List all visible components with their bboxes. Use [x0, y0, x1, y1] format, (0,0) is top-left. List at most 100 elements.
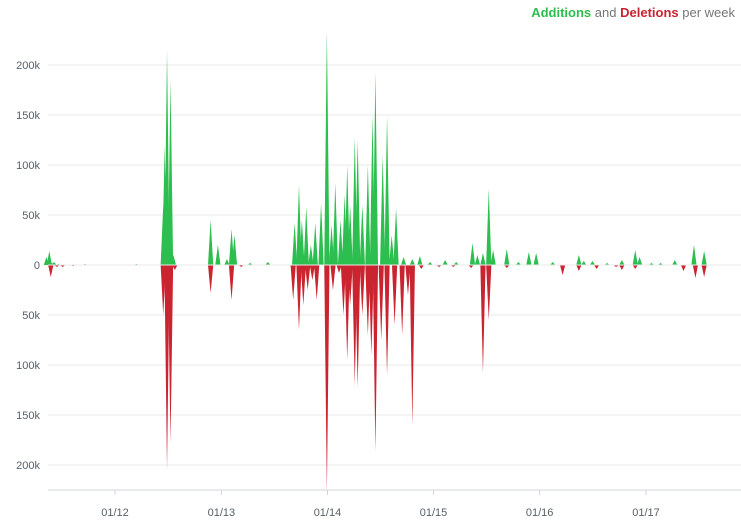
additions-spike — [393, 208, 399, 265]
deletions-spike — [228, 265, 235, 300]
deletions-spike — [359, 265, 365, 315]
additions-spike — [380, 155, 386, 265]
additions-spike — [296, 185, 302, 265]
deletions-spike — [330, 265, 336, 290]
deletions-spike — [164, 265, 170, 470]
additions-spike — [526, 252, 532, 265]
deletions-series — [48, 265, 707, 493]
additions-spike — [589, 261, 596, 265]
additions-spike — [400, 257, 407, 265]
chart-legend: Additions and Deletions per week — [531, 5, 735, 20]
deletions-spike — [48, 265, 54, 277]
deletions-spike — [347, 265, 353, 305]
x-axis: 01/12 01/13 01/14 01/15 01/16 01/17 — [48, 489, 741, 519]
deletions-spike — [504, 265, 510, 268]
x-tick-label: 01/12 — [101, 507, 129, 519]
additions-spike — [265, 262, 271, 265]
deletions-spike — [632, 265, 638, 269]
additions-spike — [308, 245, 314, 265]
deletions-spike — [480, 265, 486, 373]
additions-spike — [328, 225, 335, 265]
deletions-spike — [384, 265, 390, 375]
deletions-spike — [378, 265, 384, 340]
deletions-spike — [305, 265, 311, 290]
additions-spike — [324, 30, 330, 265]
additions-spike — [303, 207, 309, 265]
additions-spike — [347, 205, 353, 265]
additions-spike — [701, 251, 707, 265]
additions-spike — [504, 249, 510, 265]
additions-spike — [490, 250, 496, 265]
deletions-spike — [701, 265, 707, 277]
additions-spike — [224, 259, 230, 265]
additions-spike — [469, 243, 476, 265]
additions-spike — [170, 255, 177, 265]
legend-additions: Additions — [531, 5, 592, 20]
y-axis: 200k 150k 100k 50k 0 50k 100k 150k 200k — [16, 60, 40, 472]
additions-spike — [312, 223, 318, 265]
additions-series — [43, 30, 707, 265]
deletions-spike — [468, 265, 474, 268]
x-tick-label: 01/15 — [420, 507, 448, 519]
additions-spike — [515, 262, 522, 265]
additions-spike — [299, 220, 305, 265]
y-tick-label: 150k — [16, 110, 40, 122]
deletions-spike — [344, 265, 350, 360]
additions-spike — [576, 255, 582, 265]
deletions-spike — [365, 265, 371, 335]
additions-spike — [372, 72, 379, 265]
additions-spike — [427, 262, 433, 265]
x-tick-label: 01/13 — [208, 507, 236, 519]
y-tick-label: 200k — [16, 60, 40, 72]
deletions-spike — [418, 265, 424, 269]
deletions-spike — [314, 265, 320, 300]
additions-spike — [486, 189, 492, 265]
additions-spike — [318, 203, 324, 265]
additions-spike — [332, 183, 338, 265]
deletions-spike — [368, 265, 374, 355]
y-tick-label: 200k — [16, 460, 40, 472]
deletions-spike — [391, 265, 398, 325]
y-tick-label: 150k — [16, 410, 40, 422]
deletions-spike — [324, 265, 330, 493]
deletions-spike — [172, 265, 178, 270]
deletions-spike — [290, 265, 296, 300]
deletions-spike — [593, 265, 600, 269]
additions-spike — [292, 223, 298, 265]
deletions-spike — [619, 265, 625, 270]
additions-spike — [409, 259, 415, 265]
additions-spike — [164, 50, 170, 265]
additions-spike — [672, 260, 678, 265]
deletions-spike — [336, 265, 342, 273]
deletions-spike — [372, 265, 379, 452]
additions-spike — [533, 253, 539, 265]
additions-spike — [215, 245, 221, 265]
additions-spike — [636, 257, 643, 265]
deletions-spike — [399, 265, 405, 335]
deletions-spike — [296, 265, 302, 330]
additions-spike — [208, 220, 214, 265]
y-tick-label: 100k — [16, 160, 40, 172]
x-tick-label: 01/16 — [526, 507, 554, 519]
deletions-spike — [576, 265, 582, 271]
deletions-spike — [300, 265, 306, 305]
deletions-spike — [559, 265, 566, 275]
additions-spike — [453, 262, 459, 265]
deletions-spike — [355, 265, 361, 387]
deletions-spike — [692, 265, 699, 278]
y-tick-label: 100k — [16, 360, 40, 372]
additions-spike — [46, 251, 52, 265]
additions-spike — [691, 245, 697, 265]
deletions-spike — [680, 265, 687, 271]
additions-spike — [417, 256, 423, 265]
additions-spike — [384, 115, 390, 265]
additions-spike — [231, 235, 238, 265]
additions-spike — [442, 260, 448, 265]
additions-spike — [337, 220, 344, 265]
legend-and: and — [594, 5, 617, 20]
additions-spike — [550, 262, 556, 265]
legend-suffix: per week — [682, 5, 735, 20]
additions-spike — [167, 80, 174, 265]
deletions-spike — [309, 265, 315, 280]
